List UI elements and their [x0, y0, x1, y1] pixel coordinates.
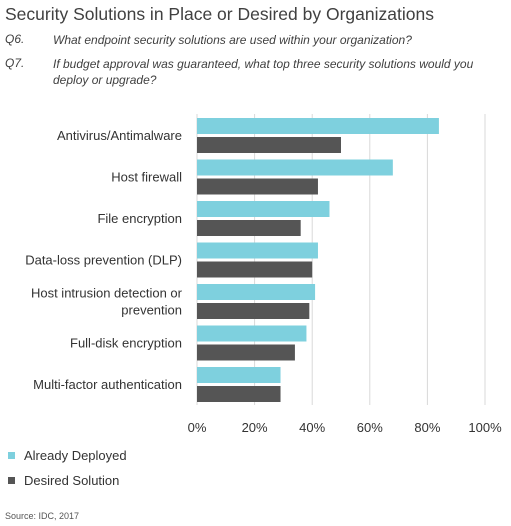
x-tick-label: 100% [468, 420, 502, 435]
source-note: Source: IDC, 2017 [5, 511, 80, 521]
x-tick-label: 40% [299, 420, 325, 435]
bar-desired-solution [197, 137, 341, 153]
legend-swatch-deployed [8, 452, 15, 460]
legend-swatch-desired [8, 477, 15, 485]
bar-already-deployed [197, 367, 281, 383]
x-tick-label: 60% [357, 420, 383, 435]
bar-already-deployed [197, 159, 393, 176]
bar-already-deployed [197, 201, 330, 217]
legend-label: Already Deployed [24, 448, 127, 463]
category-label: Antivirus/Antimalware [57, 128, 182, 143]
category-label: File encryption [97, 211, 182, 226]
x-tick-label: 20% [242, 420, 268, 435]
bar-desired-solution [197, 303, 310, 319]
bar-desired-solution [197, 344, 295, 361]
question-number: Q7. [5, 56, 25, 70]
bar-desired-solution [197, 261, 313, 278]
category-label: Host firewall [111, 170, 182, 185]
bar-already-deployed [197, 284, 316, 300]
bar-desired-solution [197, 220, 301, 236]
category-label: Data-loss prevention (DLP) [25, 253, 182, 268]
bar-already-deployed [197, 118, 439, 134]
x-tick-label: 0% [188, 420, 207, 435]
question-text: If budget approval was guaranteed, what … [53, 57, 474, 87]
category-label: Multi-factor authentication [33, 377, 182, 392]
question-text: What endpoint security solutions are use… [53, 33, 412, 47]
category-label: Host intrusion detection or prevention [31, 286, 183, 318]
category-label: Full-disk encryption [70, 336, 182, 351]
chart-title: Security Solutions in Place or Desired b… [5, 4, 434, 24]
question-number: Q6. [5, 32, 25, 46]
bar-chart: Antivirus/Antimalware Host firewall File e… [25, 114, 502, 435]
legend-item-deployed: Already Deployed [8, 448, 127, 463]
bar-already-deployed [197, 325, 307, 342]
bar-desired-solution [197, 386, 281, 402]
bar-desired-solution [197, 178, 318, 195]
legend-item-desired: Desired Solution [8, 473, 119, 488]
bar-already-deployed [197, 242, 318, 259]
legend-label: Desired Solution [24, 473, 120, 488]
x-tick-label: 80% [414, 420, 440, 435]
